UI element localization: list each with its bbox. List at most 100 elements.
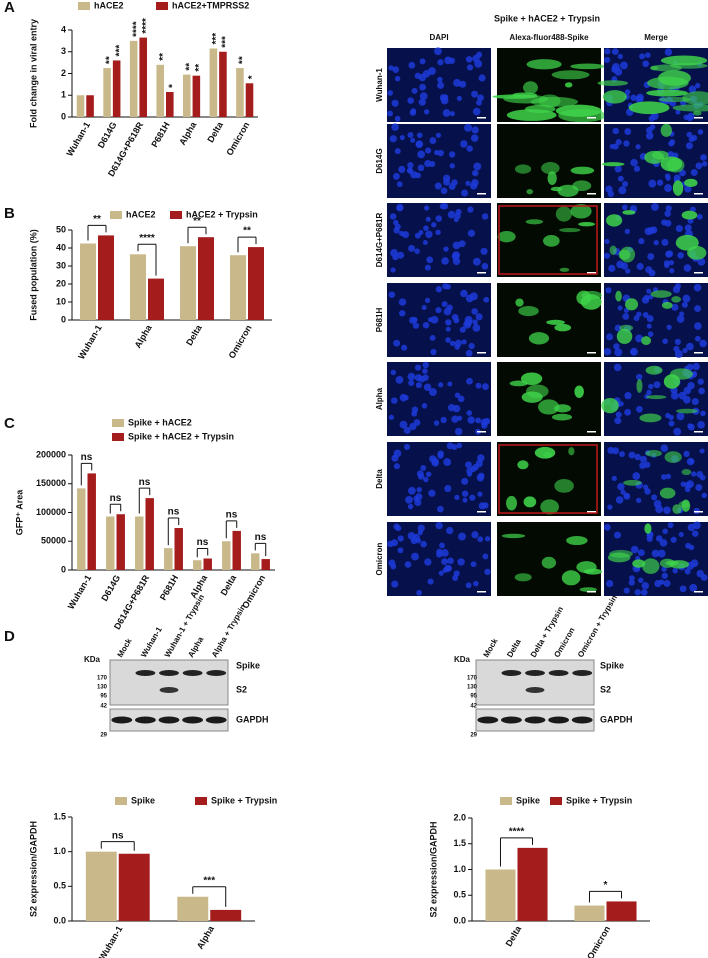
nucleus: [675, 224, 683, 232]
spike-signal: [672, 104, 708, 112]
y-tick-label: 1.5: [453, 838, 466, 848]
bar: [574, 905, 605, 921]
nucleus: [415, 493, 423, 501]
nucleus: [614, 165, 622, 173]
spike-signal: [609, 549, 633, 558]
nucleus: [614, 68, 623, 76]
x-tick-label: Omicron: [224, 120, 251, 157]
nucleus: [630, 349, 636, 356]
nucleus: [624, 492, 630, 498]
nucleus: [407, 372, 416, 381]
spike-signal: [628, 101, 670, 115]
spike-signal: [557, 184, 579, 197]
nucleus: [635, 144, 641, 150]
nucleus: [697, 257, 706, 266]
nucleus: [476, 99, 482, 106]
nucleus: [451, 415, 459, 423]
nucleus: [476, 473, 485, 482]
x-tick-label: Delta: [184, 322, 204, 347]
nucleus: [632, 472, 641, 480]
spike-signal: [623, 479, 642, 486]
y-tick-label: 1.0: [453, 864, 466, 874]
nucleus: [635, 405, 643, 413]
bar: [251, 553, 260, 570]
micrograph: [387, 361, 491, 436]
nucleus: [691, 397, 699, 406]
nucleus: [678, 531, 684, 538]
scale-bar: [587, 352, 596, 354]
bar: [77, 488, 86, 570]
legend-label: Spike: [131, 795, 155, 805]
nucleus: [445, 337, 451, 343]
nucleus: [410, 108, 417, 114]
y-tick-label: 0.0: [453, 915, 466, 925]
nucleus: [442, 174, 451, 182]
nucleus: [403, 394, 409, 401]
nucleus: [636, 497, 642, 504]
nucleus: [625, 268, 631, 274]
nucleus: [477, 94, 484, 102]
nucleus: [651, 202, 659, 211]
nucleus: [471, 126, 479, 134]
nucleus: [621, 204, 628, 211]
nucleus: [408, 379, 415, 386]
unit-label: KDa: [84, 655, 101, 664]
panel-label: D: [4, 628, 15, 645]
nucleus: [418, 98, 426, 106]
nucleus: [696, 213, 703, 220]
band-label: GAPDH: [600, 714, 633, 724]
nucleus: [453, 78, 461, 87]
scale-bar: [477, 117, 486, 119]
nucleus: [686, 115, 693, 122]
spike-signal: [644, 523, 652, 534]
spike-signal: [601, 162, 625, 167]
nucleus: [674, 350, 683, 358]
y-tick-label: 150000: [36, 478, 66, 488]
nucleus: [604, 56, 611, 64]
micrograph: [497, 203, 601, 277]
nucleus: [683, 264, 692, 272]
y-tick-label: 10: [56, 296, 66, 306]
bar: [164, 548, 173, 570]
bar: [198, 237, 214, 320]
nucleus: [681, 301, 688, 308]
nucleus: [656, 179, 664, 186]
nucleus: [449, 111, 455, 117]
nucleus: [636, 311, 642, 317]
nucleus: [457, 395, 465, 403]
nucleus: [624, 128, 632, 135]
bracket: [137, 243, 157, 276]
nucleus: [441, 301, 448, 308]
nucleus: [442, 94, 449, 101]
spike-signal: [543, 235, 560, 247]
nucleus: [650, 112, 659, 121]
spike-signal: [506, 495, 517, 511]
micrograph: [603, 202, 708, 277]
nucleus: [388, 414, 395, 420]
column-header: DAPI: [429, 33, 448, 42]
spike-signal: [672, 504, 682, 515]
nucleus: [661, 572, 668, 579]
spike-signal: [636, 379, 643, 393]
spike-signal: [518, 305, 539, 317]
bracket: [87, 224, 107, 241]
x-tick-label: Wuhan-1: [76, 323, 104, 361]
spike-signal: [671, 296, 681, 303]
bracket: [80, 462, 93, 486]
nucleus: [484, 568, 491, 576]
nucleus: [648, 179, 657, 188]
bar: [183, 74, 191, 117]
significance: **: [105, 56, 116, 64]
significance: ***: [211, 33, 222, 45]
nucleus: [416, 470, 424, 478]
nucleus: [420, 540, 427, 548]
nucleus: [639, 53, 646, 60]
legend-swatch: [78, 2, 90, 10]
bracket-label: ****: [139, 233, 155, 244]
nucleus: [678, 391, 687, 400]
nucleus: [408, 244, 416, 252]
y-axis-label: GFP⁺ Area: [14, 489, 24, 535]
spike-signal: [657, 70, 691, 86]
y-tick-label: 3: [61, 46, 66, 56]
y-tick-label: 0: [61, 564, 66, 574]
